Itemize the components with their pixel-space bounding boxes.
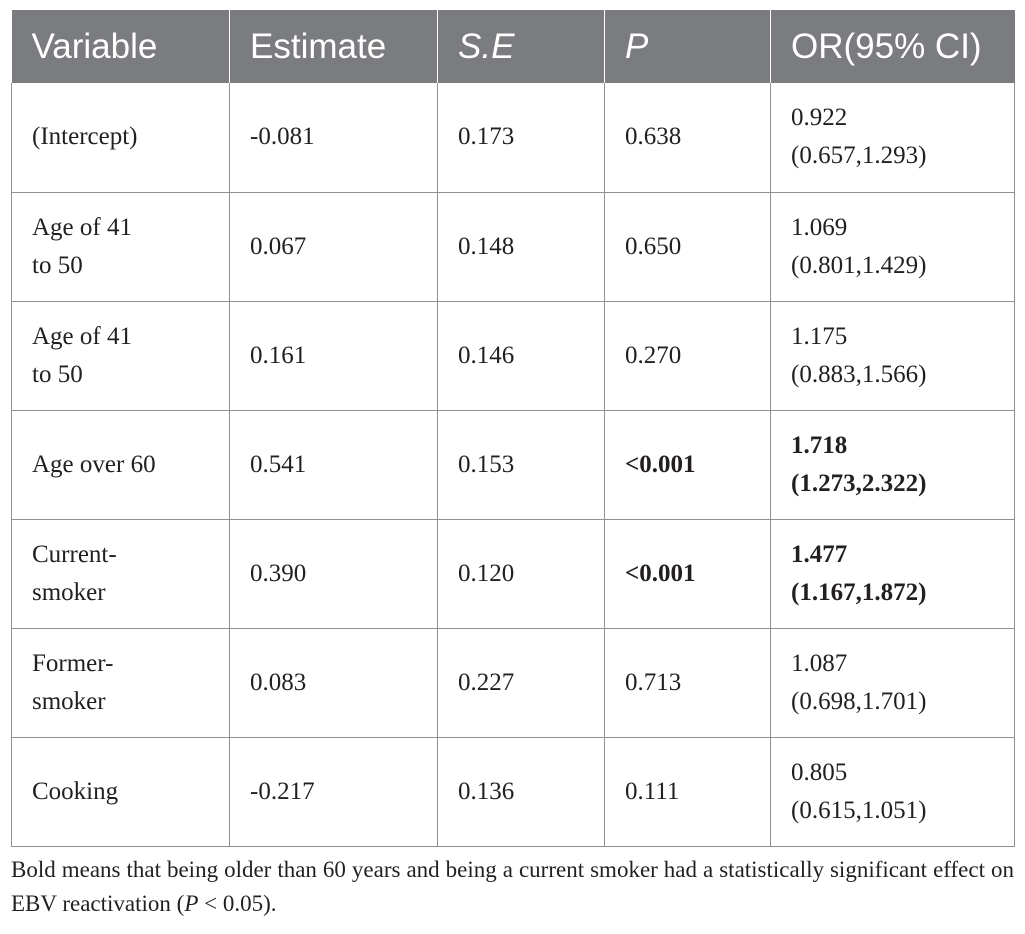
cell-estimate: 0.067 bbox=[229, 192, 438, 302]
cell-or-ci: 1.718 (1.273,2.322) bbox=[770, 410, 1015, 520]
cell-or-ci: 0.922 (0.657,1.293) bbox=[770, 83, 1015, 193]
cell-variable-line: smoker bbox=[32, 578, 106, 606]
cell-or-ci-line: 1.477 bbox=[791, 540, 848, 568]
cell-variable-line: Former- bbox=[32, 649, 114, 677]
cell-or-ci-line: 1.175 bbox=[791, 322, 848, 350]
header-estimate: Estimate bbox=[229, 10, 438, 83]
table-row: Age of 41 to 50 0.161 0.146 0.270 1.175 (0.883… bbox=[11, 301, 1015, 411]
footnote-p-symbol: P bbox=[184, 891, 199, 916]
cell-se: 0.120 bbox=[437, 519, 605, 629]
cell-or-ci-line: 0.922 bbox=[791, 104, 848, 132]
cell-variable-line: Cooking bbox=[32, 777, 119, 805]
cell-variable-line: Age over 60 bbox=[32, 450, 156, 478]
cell-variable-line: (Intercept) bbox=[32, 123, 138, 151]
cell-p-value: 0.650 bbox=[604, 192, 771, 302]
cell-variable-line: to 50 bbox=[32, 360, 83, 388]
table-body: (Intercept) -0.081 0.173 0.638 0.922 (0.657,1… bbox=[11, 83, 1015, 847]
cell-estimate: -0.217 bbox=[229, 737, 438, 847]
table-footnote: Bold means that being older than 60 year… bbox=[11, 853, 1014, 921]
table-row: Age of 41 to 50 0.067 0.148 0.650 1.069 (0.801… bbox=[11, 192, 1015, 302]
cell-variable: (Intercept) bbox=[11, 83, 230, 193]
cell-estimate: 0.390 bbox=[229, 519, 438, 629]
cell-or-ci-line: (0.801,1.429) bbox=[791, 251, 927, 279]
table-row: Cooking -0.217 0.136 0.111 0.805 (0.615,1.051… bbox=[11, 737, 1015, 847]
cell-variable: Age over 60 bbox=[11, 410, 230, 520]
cell-or-ci: 1.175 (0.883,1.566) bbox=[770, 301, 1015, 411]
cell-p-value: <0.001 bbox=[604, 410, 771, 520]
cell-or-ci-line: 0.805 bbox=[791, 758, 848, 786]
cell-or-ci: 1.087 (0.698,1.701) bbox=[770, 628, 1015, 738]
table-row: Age over 60 0.541 0.153 <0.001 1.718 (1.273,2… bbox=[11, 410, 1015, 520]
cell-variable: Age of 41 to 50 bbox=[11, 301, 230, 411]
cell-estimate: -0.081 bbox=[229, 83, 438, 193]
cell-or-ci: 0.805 (0.615,1.051) bbox=[770, 737, 1015, 847]
cell-variable: Current-smoker bbox=[11, 519, 230, 629]
cell-p-value: 0.270 bbox=[604, 301, 771, 411]
cell-se: 0.227 bbox=[437, 628, 605, 738]
table-row: Current-smoker 0.390 0.120 <0.001 1.477 (1.16… bbox=[11, 519, 1015, 629]
cell-or-ci-line: 1.718 bbox=[791, 431, 848, 459]
header-or-ci: OR(95% CI) bbox=[770, 10, 1015, 83]
footnote-text-after: < 0.05). bbox=[198, 891, 277, 916]
table-row: (Intercept) -0.081 0.173 0.638 0.922 (0.657,1… bbox=[11, 83, 1015, 193]
cell-p-value: <0.001 bbox=[604, 519, 771, 629]
cell-or-ci-line: 1.087 bbox=[791, 649, 848, 677]
cell-p-value: 0.638 bbox=[604, 83, 771, 193]
cell-or-ci-line: (0.698,1.701) bbox=[791, 687, 927, 715]
header-p: P bbox=[604, 10, 771, 83]
cell-or-ci-line: (1.273,2.322) bbox=[791, 469, 927, 497]
cell-se: 0.146 bbox=[437, 301, 605, 411]
cell-p-value: 0.713 bbox=[604, 628, 771, 738]
cell-estimate: 0.083 bbox=[229, 628, 438, 738]
cell-or-ci-line: 1.069 bbox=[791, 213, 848, 241]
cell-variable-line: Age of 41 bbox=[32, 322, 132, 350]
cell-or-ci-line: (0.615,1.051) bbox=[791, 796, 927, 824]
cell-or-ci-line: (0.657,1.293) bbox=[791, 142, 927, 170]
table-row: Former-smoker 0.083 0.227 0.713 1.087 (0.698,… bbox=[11, 628, 1015, 738]
table-header: Variable Estimate S.E P OR(95% CI) bbox=[11, 10, 1015, 83]
cell-se: 0.148 bbox=[437, 192, 605, 302]
cell-or-ci: 1.477 (1.167,1.872) bbox=[770, 519, 1015, 629]
cell-variable: Cooking bbox=[11, 737, 230, 847]
table-header-row: Variable Estimate S.E P OR(95% CI) bbox=[11, 10, 1015, 83]
cell-se: 0.136 bbox=[437, 737, 605, 847]
cell-variable-line: Current- bbox=[32, 540, 117, 568]
cell-variable-line: smoker bbox=[32, 687, 106, 715]
cell-or-ci-line: (0.883,1.566) bbox=[791, 360, 927, 388]
cell-se: 0.153 bbox=[437, 410, 605, 520]
cell-estimate: 0.161 bbox=[229, 301, 438, 411]
cell-p-value: 0.111 bbox=[604, 737, 771, 847]
header-se: S.E bbox=[437, 10, 605, 83]
regression-table-container: Variable Estimate S.E P OR(95% CI) (Intercep… bbox=[11, 10, 1015, 847]
regression-table: Variable Estimate S.E P OR(95% CI) (Intercep… bbox=[11, 10, 1015, 847]
cell-variable: Age of 41 to 50 bbox=[11, 192, 230, 302]
cell-se: 0.173 bbox=[437, 83, 605, 193]
cell-or-ci-line: (1.167,1.872) bbox=[791, 578, 927, 606]
cell-variable-line: to 50 bbox=[32, 251, 83, 279]
header-variable: Variable bbox=[11, 10, 230, 83]
cell-or-ci: 1.069 (0.801,1.429) bbox=[770, 192, 1015, 302]
cell-estimate: 0.541 bbox=[229, 410, 438, 520]
footnote-text-before: Bold means that being older than 60 year… bbox=[11, 857, 1014, 916]
cell-variable-line: Age of 41 bbox=[32, 213, 132, 241]
cell-variable: Former-smoker bbox=[11, 628, 230, 738]
